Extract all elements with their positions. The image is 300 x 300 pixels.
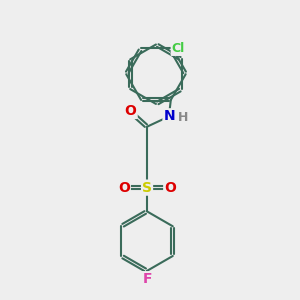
Text: Cl: Cl: [172, 42, 185, 55]
Text: H: H: [178, 111, 188, 124]
Text: O: O: [164, 181, 176, 195]
Text: N: N: [164, 109, 175, 123]
Text: F: F: [142, 272, 152, 286]
Text: O: O: [125, 104, 136, 118]
Text: O: O: [118, 181, 130, 195]
Text: S: S: [142, 181, 152, 195]
